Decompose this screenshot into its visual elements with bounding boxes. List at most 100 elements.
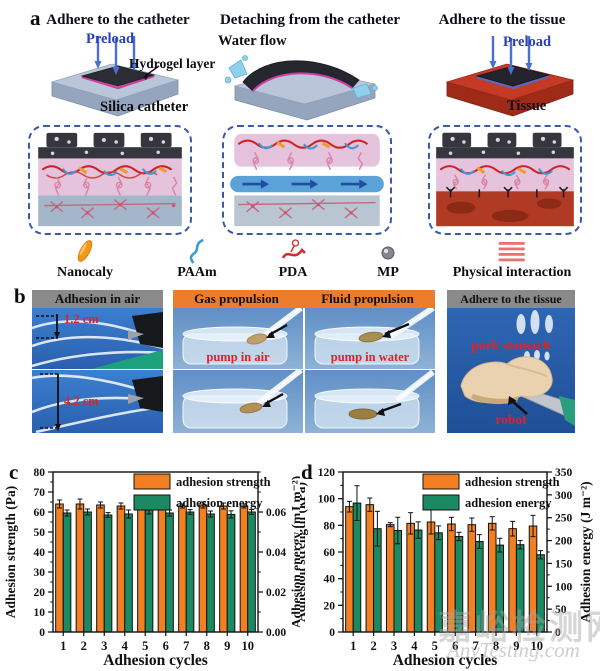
svg-text:6: 6 (452, 639, 458, 653)
pda-chain-icon (281, 239, 306, 259)
catheter-adhesion-illustration (50, 36, 180, 117)
annotation-pump-in-water: pump in water (330, 350, 410, 364)
annotation-robot: robot (495, 412, 527, 427)
svg-text:0.06: 0.06 (266, 507, 286, 519)
panel-d-letter: d (301, 460, 313, 484)
svg-text:5: 5 (142, 639, 148, 653)
svg-text:0: 0 (555, 627, 561, 639)
svg-text:40: 40 (324, 574, 336, 586)
preload-label-2: Preload (503, 34, 552, 50)
legend-item-nanoclay: Nanocaly (57, 238, 113, 281)
pda-pendants (54, 176, 178, 196)
photo-gas-propulsion-bottom (173, 370, 303, 433)
legend-item-pda: PDA (275, 238, 311, 281)
svg-text:4: 4 (411, 639, 418, 653)
annotation-pork-stomach: pork stomach (471, 338, 551, 353)
bar-chart-adhesion-tissue: 0 20 40 60 80 100 120 0 50 100 150 200 250 300 350 1 2 3 4… (300, 467, 593, 669)
header-adhere-tissue: Adhere to the tissue (447, 290, 575, 308)
paam-chain-icon (189, 238, 204, 264)
preload-label-1: Preload (86, 31, 135, 47)
annotation-4-2-cm: 4.2 cm (64, 394, 99, 408)
svg-text:10: 10 (531, 639, 544, 653)
svg-text:50: 50 (555, 604, 567, 616)
tissue-adhesion-illustration (445, 36, 575, 117)
svg-text:0: 0 (39, 627, 45, 639)
annotation-pump-in-air: pump in air (206, 350, 270, 364)
header-label-gas: Gas propulsion (194, 291, 279, 306)
schematic-adhere-tissue (428, 125, 582, 235)
water-splash (225, 55, 378, 99)
schematic-detaching (222, 125, 392, 235)
watermark-en: AnyTesting.com (447, 638, 580, 662)
svg-text:30: 30 (34, 567, 46, 579)
svg-text:10: 10 (34, 607, 46, 619)
svg-text:8: 8 (493, 639, 499, 653)
svg-text:3: 3 (391, 639, 397, 653)
svg-text:7: 7 (472, 639, 478, 653)
svg-text:Adhesion energy (mJ m⁻²): Adhesion energy (mJ m⁻²) (289, 476, 300, 629)
panel-a-letter: a (30, 6, 41, 30)
preload-arrows (96, 36, 136, 68)
svg-text:10: 10 (242, 639, 255, 653)
svg-text:250: 250 (555, 513, 573, 525)
legend-item-paam: PAAm (177, 238, 217, 281)
legend-item-physical-interaction: Physical interaction (453, 238, 571, 281)
svg-text:6: 6 (163, 639, 169, 653)
svg-text:4: 4 (122, 639, 129, 653)
legend-label: Nanocaly (57, 265, 113, 280)
svg-text:300: 300 (555, 490, 573, 502)
svg-text:2: 2 (370, 639, 376, 653)
tissue-label: Tissue (507, 98, 547, 114)
svg-text:350: 350 (555, 467, 573, 479)
annotation-1-2-cm: 1.2 cm (64, 312, 99, 326)
bond-marks (445, 186, 569, 198)
panel-a-title-2: Detaching from the catheter (219, 12, 401, 28)
svg-text:Adhesion energy (J m⁻²): Adhesion energy (J m⁻²) (578, 481, 593, 622)
svg-text:0.02: 0.02 (266, 587, 286, 599)
physical-interaction-icon (498, 242, 525, 262)
svg-text:50: 50 (34, 527, 46, 539)
photo-fluid-propulsion-top (305, 308, 435, 369)
svg-text:60: 60 (34, 507, 46, 519)
svg-text:8: 8 (204, 639, 210, 653)
photo-adhesion-air-bottom (32, 370, 163, 433)
panel-a-title-1: Adhere to the catheter (46, 12, 190, 28)
svg-text:0.04: 0.04 (266, 547, 286, 559)
preload-arrows (491, 36, 531, 68)
svg-text:Adhesion strength (Pa): Adhesion strength (Pa) (3, 486, 18, 619)
svg-text:80: 80 (34, 467, 46, 479)
header-label-fluid: Fluid propulsion (321, 291, 414, 306)
legend-item-mp: MP (370, 238, 406, 281)
svg-text:150: 150 (555, 558, 573, 570)
svg-text:0.00: 0.00 (266, 627, 286, 639)
mp-sphere-icon (381, 246, 395, 260)
svg-text:2: 2 (81, 639, 87, 653)
legend-label: PDA (278, 265, 308, 280)
svg-text:9: 9 (224, 639, 230, 653)
svg-text:60: 60 (324, 547, 336, 559)
silica-catheter-label: Silica catheter (100, 99, 189, 115)
header-label: Adhesion in air (54, 291, 141, 306)
svg-text:120: 120 (318, 467, 336, 479)
svg-text:20: 20 (324, 600, 336, 612)
svg-text:70: 70 (34, 487, 46, 499)
schematic-adhere-catheter (28, 125, 192, 235)
svg-text:Adhesion cycles: Adhesion cycles (393, 652, 498, 669)
svg-text:80: 80 (324, 520, 336, 532)
svg-text:5: 5 (432, 639, 438, 653)
svg-text:1: 1 (350, 639, 356, 653)
svg-text:7: 7 (183, 639, 189, 653)
panel-a-title-3: Adhere to the tissue (438, 12, 566, 28)
photo-gas-propulsion-top (173, 308, 303, 369)
svg-text:Adhesion cycles: Adhesion cycles (103, 652, 208, 669)
svg-text:adhesion energy: adhesion energy (176, 496, 263, 510)
panel-c-letter: c (9, 460, 19, 484)
nanoclay-icon (77, 240, 93, 262)
hydrogel-layer-label: Hydrogel layer (129, 56, 216, 71)
photo-adhere-tissue (447, 308, 575, 433)
header-label: Adhere to the tissue (460, 291, 562, 306)
header-adhesion-in-air: Adhesion in air (32, 290, 163, 308)
svg-text:adhesion strength: adhesion strength (176, 475, 271, 489)
svg-text:100: 100 (318, 494, 336, 506)
